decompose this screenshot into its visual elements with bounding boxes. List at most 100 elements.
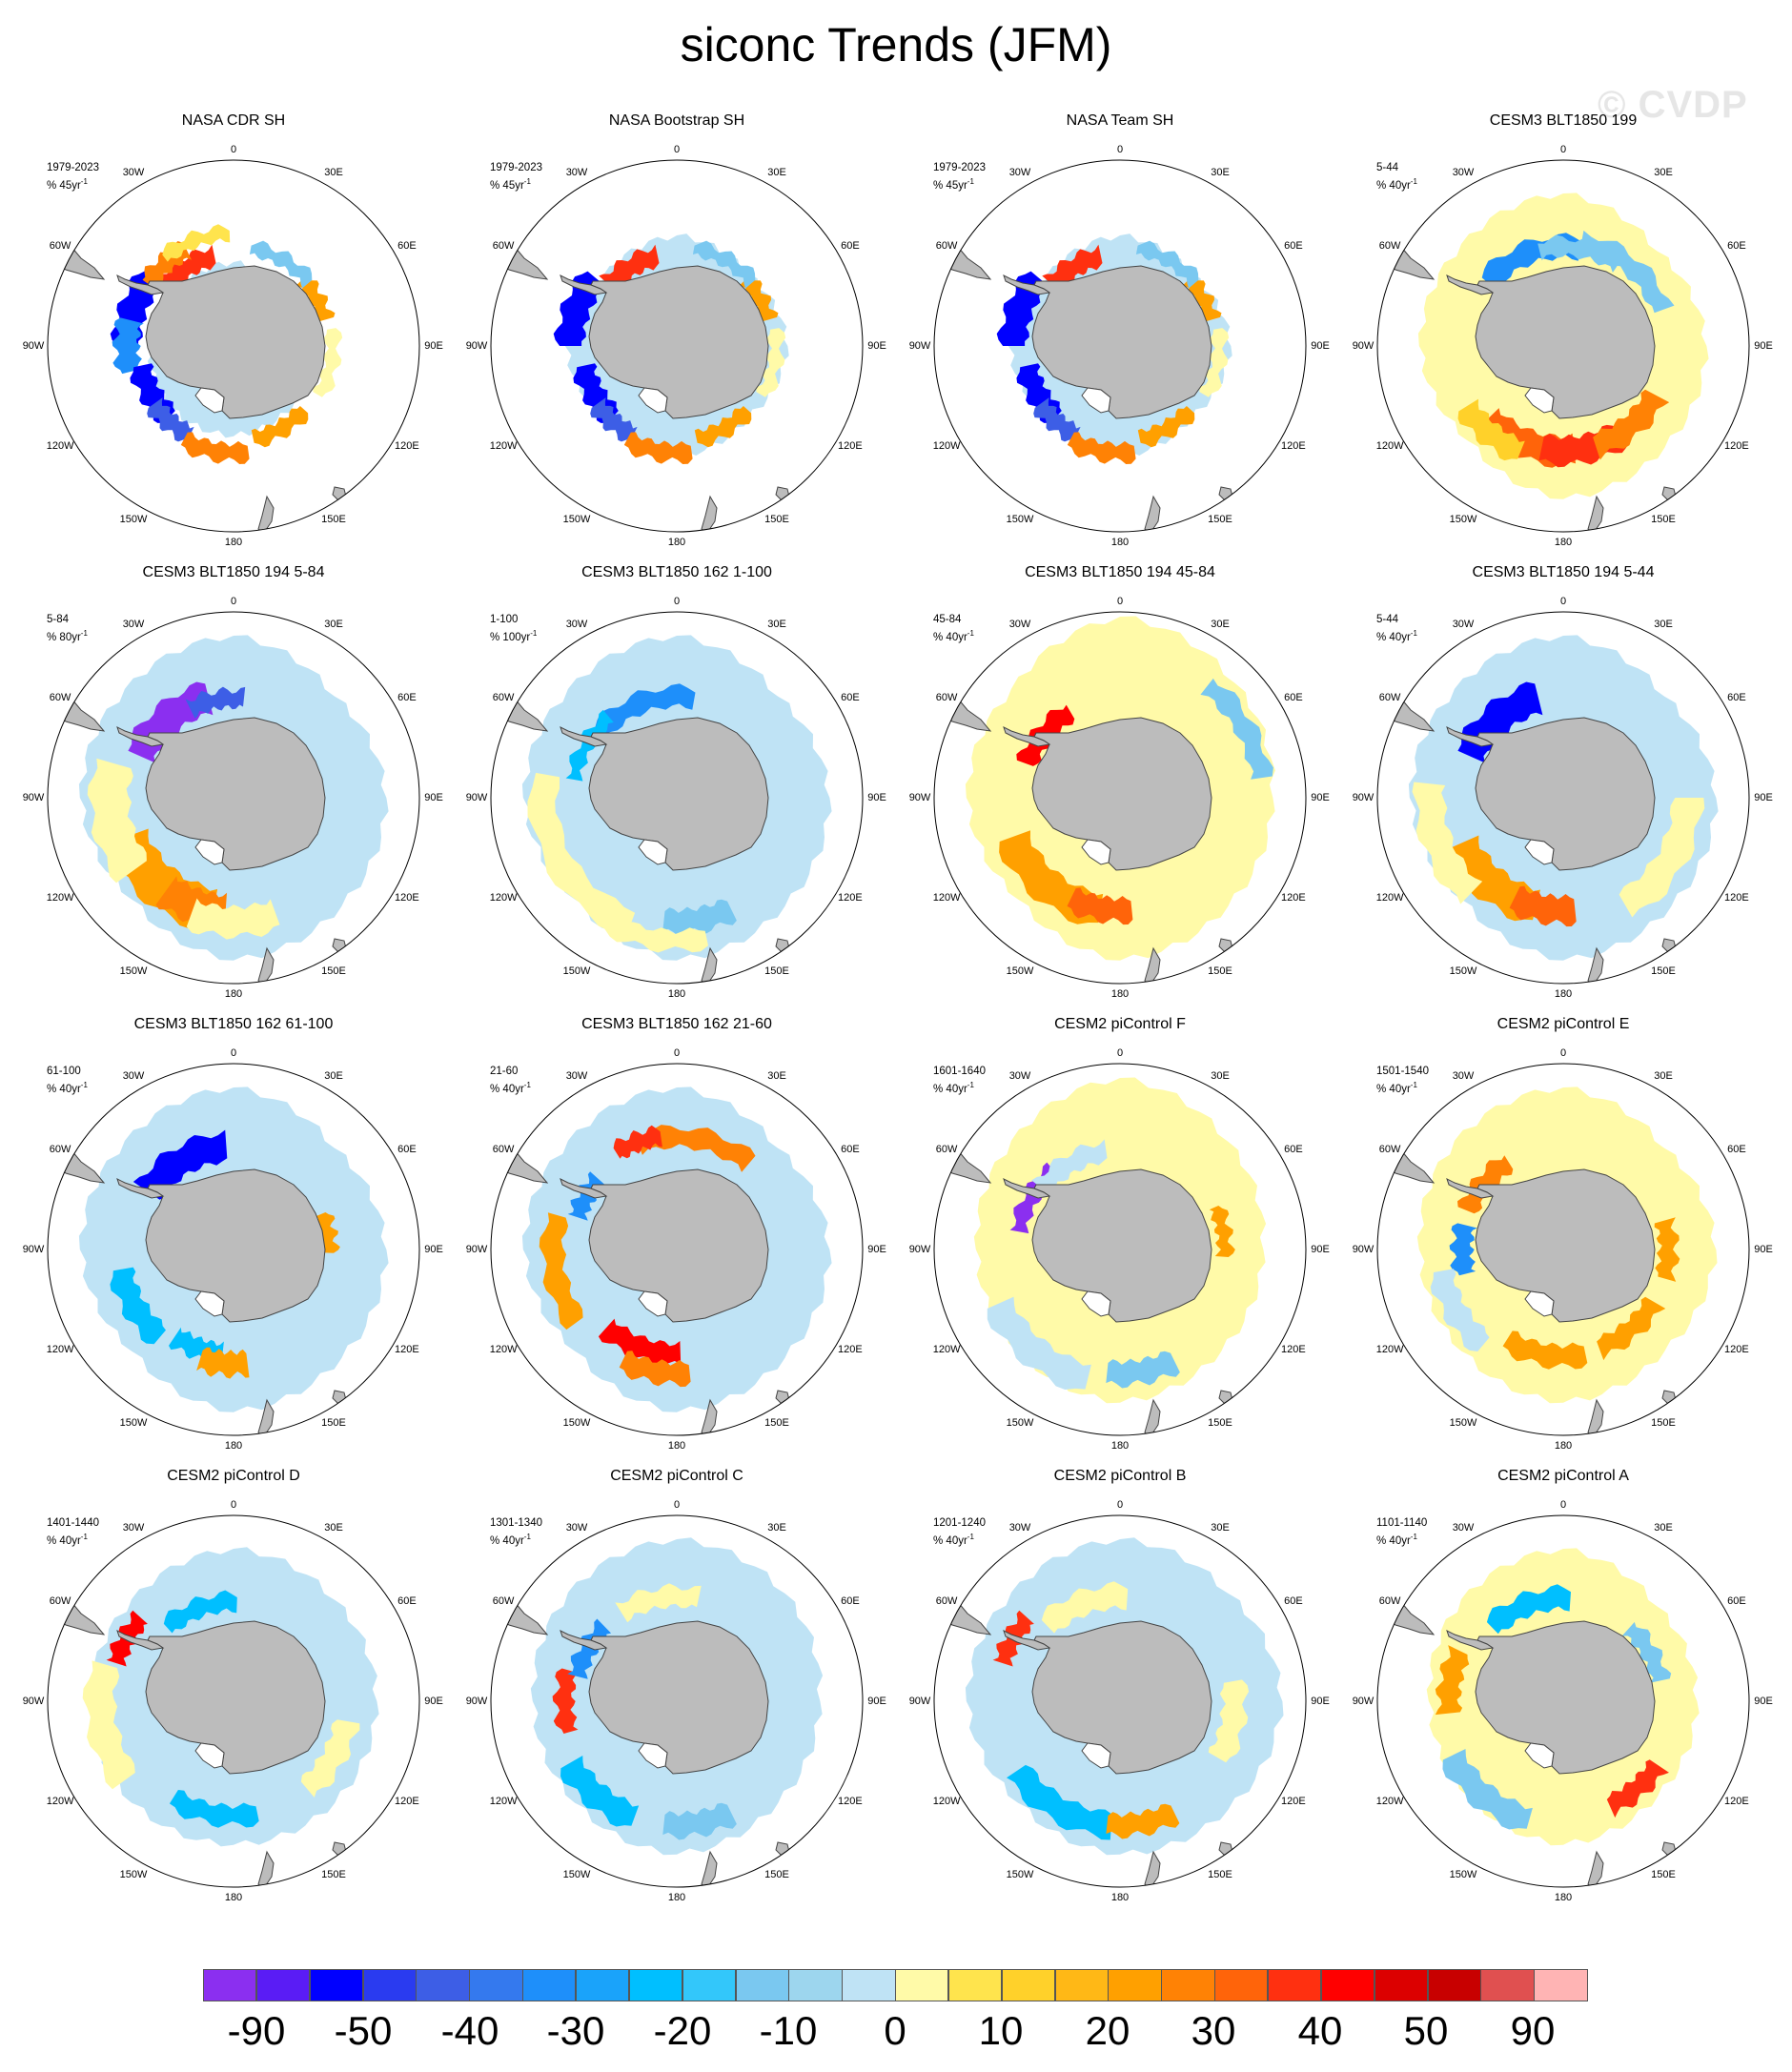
longitude-label: 30E [767,167,786,179]
map-border [490,1514,864,1888]
longitude-label: 90E [867,1244,886,1255]
map-panel: CESM2 piControl A 1101-1140 % 40yr-1 0 30E 60… [1339,1468,1787,1916]
longitude-label: 180 [1110,1440,1130,1452]
colorbar-swatch [895,1969,949,2001]
panel-title: CESM2 piControl D [167,1468,300,1484]
units-label: % 45yr-1 [47,177,88,192]
trend-region [196,1347,250,1379]
longitude-label: 120E [1724,440,1749,452]
trend-region [662,899,737,937]
longitude-label: 150W [562,1868,591,1880]
longitude-label: 120E [1281,1796,1306,1807]
longitude-label: 30E [1211,1070,1230,1083]
longitude-label: 120W [46,892,74,904]
polar-map [933,611,1307,985]
units-label: % 45yr-1 [490,177,531,192]
antarctic-peninsula [560,1178,608,1199]
map-border [490,611,864,985]
trend-region [87,758,147,884]
longitude-label: 120W [1375,440,1404,452]
ross-ice-shelf [638,1742,668,1769]
longitude-label: 0 [1116,1499,1124,1511]
trend-region [567,1618,612,1679]
longitude-label: 120W [932,892,961,904]
longitude-label: 90E [1311,1696,1330,1707]
map-panel: CESM2 piControl C 1301-1340 % 40yr-1 0 30E 60… [453,1468,901,1916]
antarctic-peninsula [116,1178,165,1199]
longitude-label: 0 [230,144,237,155]
longitude-label: 60W [935,240,958,252]
longitude-label: 120E [1281,1344,1306,1355]
longitude-label: 150E [1651,513,1676,525]
colorbar-swatch [947,1969,1003,2001]
new-zealand-south [1578,533,1590,544]
longitude-label: 0 [230,1047,237,1059]
map-content [497,234,790,532]
longitude-label: 90W [22,792,45,803]
trend-region [560,1756,640,1827]
longitude-label: 90E [1311,1244,1330,1255]
units-label: % 40yr-1 [490,1533,531,1547]
longitude-label: 150E [321,1868,346,1880]
longitude-label: 60W [49,1144,71,1155]
ross-ice-shelf [1524,839,1555,865]
antarctic-peninsula [1446,1178,1495,1199]
units-label: % 40yr-1 [47,1081,88,1095]
map-panel: CESM2 piControl D 1401-1440 % 40yr-1 0 30E 60… [10,1468,458,1916]
map-border [1376,1514,1750,1888]
antarctic-peninsula [1003,1178,1051,1199]
new-zealand-north [257,1398,275,1435]
map-content [940,234,1233,532]
longitude-label: 60W [1378,1595,1401,1607]
longitude-label: 60W [492,692,515,703]
longitude-label: 30W [1008,167,1031,179]
longitude-label: 150E [764,965,789,977]
longitude-label: 90E [867,792,886,803]
longitude-label: 120E [395,440,419,452]
colorbar-swatch [469,1969,523,2001]
trend-region [694,406,752,448]
units-label: % 40yr-1 [933,1081,974,1095]
new-zealand-north [1144,1398,1161,1435]
longitude-label: 90E [1311,792,1330,803]
ross-ice-shelf [194,387,225,414]
polar-map [1376,159,1750,544]
longitude-label: 60E [841,1595,860,1607]
longitude-label: 150W [1006,1416,1034,1429]
longitude-label: 120W [46,1344,74,1355]
longitude-label: 90E [424,792,443,803]
colorbar-swatch [1427,1969,1481,2001]
longitude-label: 120E [1724,892,1749,904]
longitude-label: 90W [908,340,931,352]
trend-region [1106,1803,1180,1839]
new-zealand-south [692,985,703,996]
longitude-label: 0 [1116,596,1124,607]
polar-map [933,159,1307,533]
trend-region [155,244,216,292]
ross-ice-shelf [1524,1290,1555,1317]
period-label: 1101-1140 [1376,1517,1428,1529]
longitude-label: 150E [321,1416,346,1429]
longitude-label: 30W [1008,619,1031,631]
trend-region [186,898,280,940]
longitude-label: 180 [1110,537,1130,548]
trend-region [1200,678,1273,780]
map-content [1383,1087,1718,1435]
longitude-label: 0 [1116,144,1124,155]
trend-region [1209,1206,1235,1257]
trend-region [1606,1759,1669,1818]
longitude-label: 120W [46,1796,74,1807]
longitude-label: 30W [122,619,145,631]
panel-title: CESM3 BLT1850 194 45-84 [1025,564,1215,580]
longitude-label: 150W [119,965,148,977]
trend-region [1067,887,1133,925]
units-label: % 40yr-1 [933,629,974,643]
trend-region [615,1583,702,1623]
longitude-label: 150E [764,1868,789,1880]
period-label: 1979-2023 [47,162,99,173]
longitude-label: 90W [1352,1244,1375,1255]
colorbar-swatch [788,1969,843,2001]
longitude-label: 30E [324,619,343,631]
longitude-label: 90W [465,1244,488,1255]
